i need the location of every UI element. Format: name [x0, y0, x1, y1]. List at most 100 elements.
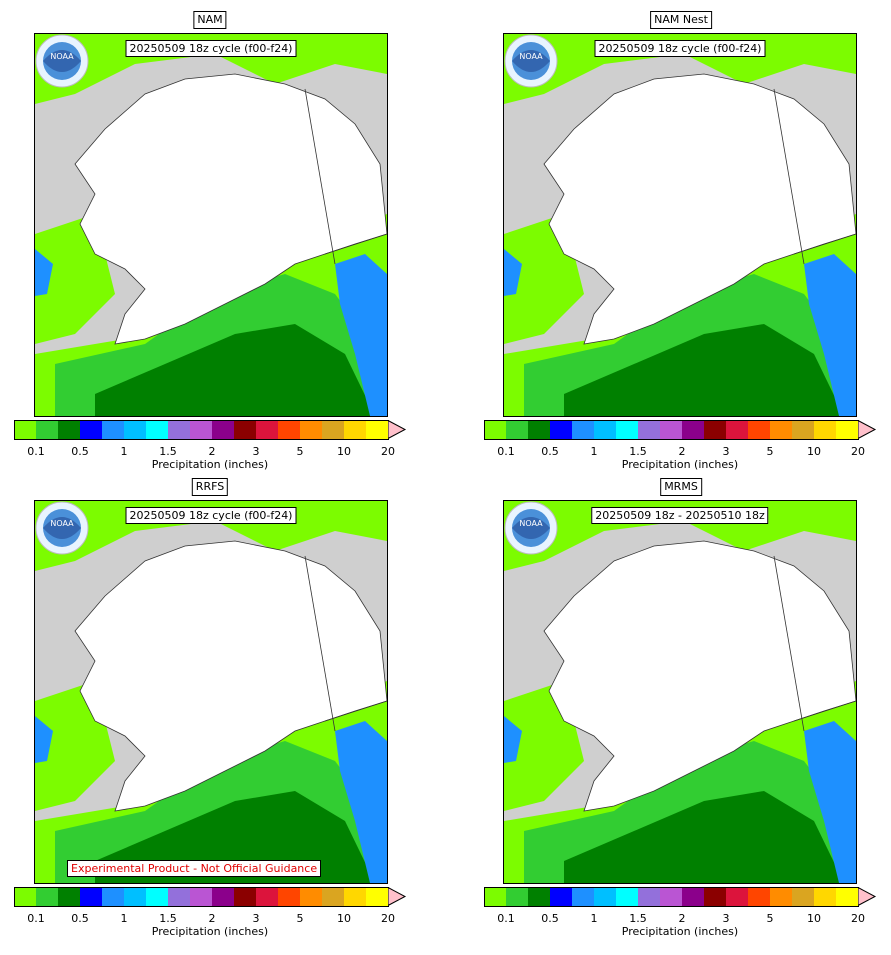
colorbar-label: Precipitation (inches) [151, 458, 269, 471]
colorbar-tick-label: 10 [337, 912, 351, 925]
colorbar-segment [506, 887, 529, 907]
colorbar-tick-label: 1.5 [629, 445, 647, 458]
colorbar-tick-label: 2 [208, 912, 216, 925]
noaa-logo-icon: NOAA [504, 501, 558, 555]
colorbar [484, 887, 877, 907]
colorbar-tick-label: 1 [590, 445, 598, 458]
colorbar-segment [704, 887, 727, 907]
map-canvas [35, 34, 387, 416]
colorbar-segment [814, 420, 837, 440]
panel-title: RRFS [191, 478, 229, 496]
cycle-label: 20250509 18z cycle (f00-f24) [125, 40, 297, 57]
colorbar-tick-label: 5 [296, 445, 304, 458]
precip-heavy [564, 791, 844, 883]
map-canvas [35, 501, 387, 883]
colorbar-segment [682, 887, 705, 907]
colorbar-label: Precipitation (inches) [621, 458, 739, 471]
colorbar-segment [190, 420, 213, 440]
colorbar-tick-label: 3 [722, 912, 730, 925]
border-line [304, 88, 336, 265]
colorbar-segment [616, 887, 639, 907]
noaa-logo-icon: NOAA [504, 34, 558, 88]
panel-nam: 20250509 18z cycle (f00-f24) NOAA 0.1 0.5… [0, 0, 445, 478]
colorbar-tick-label: 20 [381, 912, 395, 925]
colorbar [14, 420, 407, 440]
colorbar-ticks: 0.1 0.5 1 1.5 2 3 5 10 20 [484, 445, 876, 459]
colorbar-tick-label: 20 [381, 445, 395, 458]
colorbar-segment [80, 887, 103, 907]
colorbar-segment [322, 887, 345, 907]
colorbar-segment [102, 420, 125, 440]
alaska-landmass [74, 73, 387, 345]
colorbar-segment [770, 887, 793, 907]
colorbar-ticks: 0.1 0.5 1 1.5 2 3 5 10 20 [14, 912, 406, 926]
colorbar-segment [14, 420, 38, 440]
colorbar-tick-label: 1.5 [629, 912, 647, 925]
colorbar-tick-label: 20 [851, 912, 865, 925]
colorbar-segment [748, 420, 771, 440]
colorbar-ticks: 0.1 0.5 1 1.5 2 3 5 10 20 [484, 912, 876, 926]
colorbar-segment [682, 420, 705, 440]
colorbar-segment [278, 420, 301, 440]
colorbar-tick-label: 0.5 [541, 912, 559, 925]
colorbar-segment [256, 420, 279, 440]
colorbar-segment [528, 420, 551, 440]
colorbar-label: Precipitation (inches) [151, 925, 269, 938]
colorbar-tick-label: 0.1 [497, 445, 515, 458]
colorbar-segment [58, 887, 81, 907]
colorbar-tick-label: 1.5 [159, 912, 177, 925]
colorbar-segment [190, 887, 213, 907]
colorbar-tick-label: 3 [252, 445, 260, 458]
map-canvas [504, 501, 856, 883]
colorbar-tick-label: 0.1 [27, 445, 45, 458]
colorbar-tick-label: 0.5 [71, 445, 89, 458]
alaska-landmass [543, 540, 856, 812]
colorbar-segment [14, 887, 38, 907]
noaa-logo-icon: NOAA [35, 501, 89, 555]
colorbar-segment [80, 420, 103, 440]
colorbar-segment [660, 887, 683, 907]
colorbar-segment [550, 420, 573, 440]
colorbar-tick-label: 5 [296, 912, 304, 925]
colorbar-segment [366, 420, 389, 440]
colorbar-segment [572, 420, 595, 440]
logo-text: NOAA [50, 519, 74, 528]
colorbar-segment [366, 887, 389, 907]
panel-nam-nest: 20250509 18z cycle (f00-f24) NOAA 0.1 0.5… [445, 0, 891, 478]
colorbar-segment [278, 887, 301, 907]
precip-blue-west [35, 249, 53, 296]
colorbar-segment [234, 887, 257, 907]
border-line [304, 555, 336, 732]
colorbar-segment [256, 887, 279, 907]
colorbar-segment [704, 420, 727, 440]
colorbar-tick-label: 10 [337, 445, 351, 458]
colorbar-segment [792, 887, 815, 907]
colorbar-segment [484, 420, 508, 440]
border-line [773, 555, 805, 732]
colorbar-tick-label: 1 [590, 912, 598, 925]
cycle-label: 20250509 18z cycle (f00-f24) [125, 507, 297, 524]
colorbar-tick-label: 0.1 [27, 912, 45, 925]
colorbar-segment [594, 420, 617, 440]
colorbar-tick-label: 1.5 [159, 445, 177, 458]
precip-blue-southeast [804, 254, 856, 416]
colorbar-tick-label: 20 [851, 445, 865, 458]
colorbar-segment [638, 887, 661, 907]
noaa-logo-icon: NOAA [35, 34, 89, 88]
panel-mrms: 20250509 18z - 20250510 18z NOAA 0.1 0.5 1… [445, 478, 891, 955]
colorbar-segment [300, 887, 323, 907]
colorbar-segment [300, 420, 323, 440]
precip-blue-southeast [804, 721, 856, 883]
colorbar-ticks: 0.1 0.5 1 1.5 2 3 5 10 20 [14, 445, 406, 459]
colorbar-segment [102, 887, 125, 907]
coast-line [324, 233, 387, 255]
precip-blue-west [35, 716, 53, 763]
colorbar-extend-arrow [388, 420, 407, 440]
coast-line [324, 700, 387, 722]
precip-light-north [35, 501, 387, 571]
colorbar-segment [146, 420, 169, 440]
colorbar-tick-label: 3 [252, 912, 260, 925]
logo-text: NOAA [50, 52, 74, 61]
colorbar-tick-label: 0.1 [497, 912, 515, 925]
colorbar-tick-label: 10 [807, 445, 821, 458]
